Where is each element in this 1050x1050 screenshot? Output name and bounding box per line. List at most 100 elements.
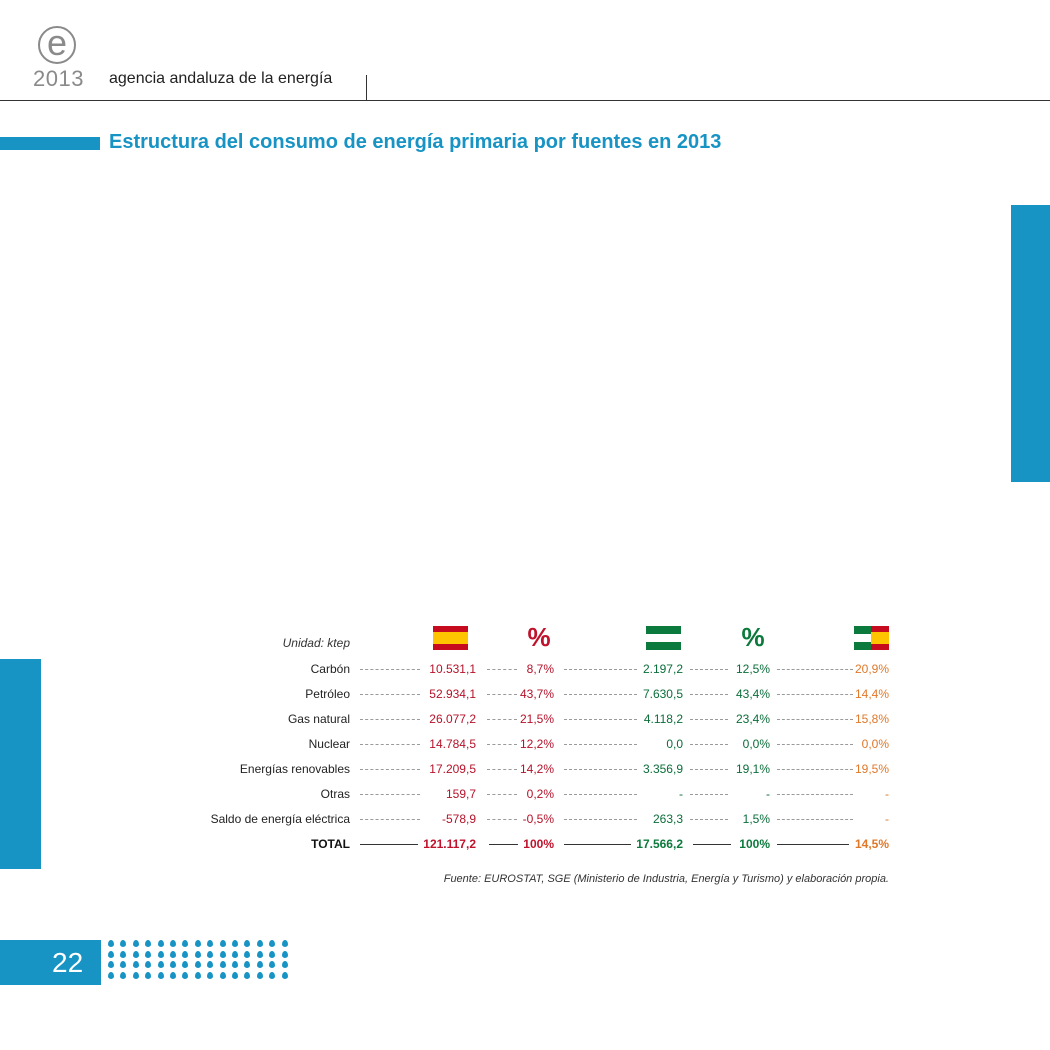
andalucia-percent: 100%: [739, 837, 770, 851]
leader-line: [360, 794, 420, 795]
leader-line: [360, 719, 420, 720]
drop-icon: [170, 950, 176, 958]
drop-icon: [157, 950, 164, 958]
drop-icon: [108, 950, 114, 958]
leader-line: [777, 819, 853, 820]
drop-icon: [207, 950, 214, 958]
drop-icon: [182, 940, 189, 947]
leader-line: [564, 719, 637, 720]
andalucia-percent: -: [766, 787, 770, 801]
leader-line: [489, 844, 518, 845]
drop-icon: [232, 961, 238, 968]
left-side-band: [0, 659, 41, 869]
page-title: Estructura del consumo de energía primar…: [109, 131, 722, 153]
drop-icon: [108, 971, 114, 979]
andalucia-spain-flag-icon: [854, 626, 889, 650]
spain-percent: 21,5%: [519, 712, 554, 726]
drop-icon: [170, 961, 176, 968]
spain-percent: 43,7%: [519, 687, 554, 701]
drop-icon: [219, 940, 226, 947]
row-label: Gas natural: [287, 712, 350, 726]
drop-icon: [145, 950, 152, 958]
spain-flag-icon: [433, 626, 468, 650]
agency-name: agencia andaluza de la energía: [109, 70, 333, 87]
header-rule: [0, 100, 1050, 101]
drop-icon: [244, 950, 251, 958]
drop-icon: [244, 961, 251, 968]
spain-percent: 0,2%: [526, 787, 554, 801]
title-accent-bar: [0, 137, 100, 150]
drop-icon: [170, 940, 176, 947]
drop-icon: [232, 940, 238, 947]
leader-line: [487, 669, 517, 670]
logo-year: 2013: [33, 66, 84, 91]
table-total-row: TOTAL 121.117,2 100% 17.566,2 100% 14,5%: [0, 834, 1050, 854]
drop-icon: [157, 961, 164, 968]
leader-line: [690, 769, 728, 770]
leader-line: [564, 744, 637, 745]
table-row: Otras 159,7 0,2% - - -: [0, 784, 1050, 804]
drop-icon: [256, 940, 263, 947]
drop-icon: [145, 940, 152, 947]
andalucia-percent: 19,1%: [735, 762, 770, 776]
drop-icon: [145, 961, 152, 968]
andalucia-value: 263,3: [652, 812, 683, 826]
andalucia-value: 4.118,2: [643, 712, 683, 726]
andalucia-share: 0,0%: [861, 737, 889, 751]
table-row: Saldo de energía eléctrica -578,9 -0,5% 263…: [0, 809, 1050, 829]
leader-line: [360, 694, 420, 695]
drop-icon: [108, 961, 114, 968]
row-label: Carbón: [310, 662, 350, 676]
leader-line: [564, 844, 631, 845]
drop-icon: [256, 971, 263, 979]
andalucia-percent-header: %: [741, 622, 765, 652]
leader-line: [487, 744, 517, 745]
drop-icon: [182, 950, 189, 958]
table-row: Energías renovables 17.209,5 14,2% 3.356,9 1…: [0, 759, 1050, 779]
drop-icon: [207, 971, 214, 979]
leader-line: [564, 669, 637, 670]
leader-line: [777, 669, 853, 670]
spain-flag-half: [871, 626, 889, 650]
table-row: Petróleo 52.934,1 43,7% 7.630,5 43,4% 14,4%: [0, 684, 1050, 704]
leader-line: [360, 819, 420, 820]
drop-icon: [281, 950, 288, 958]
andalucia-value: 2.197,2: [642, 662, 683, 676]
leader-line: [690, 719, 728, 720]
drop-icon: [132, 950, 139, 958]
leader-line: [690, 669, 728, 670]
leader-line: [564, 794, 637, 795]
table-row: Carbón 10.531,1 8,7% 2.197,2 12,5% 20,9%: [0, 659, 1050, 679]
drop-icon: [281, 940, 288, 947]
spain-value: 159,7: [445, 787, 476, 801]
drop-icon: [232, 950, 238, 958]
andalucia-share: -: [885, 787, 889, 801]
row-label: Energías renovables: [239, 762, 350, 776]
right-side-band: [1011, 205, 1050, 482]
drop-icon: [194, 961, 201, 968]
spain-value: -578,9: [441, 812, 476, 826]
leader-line: [777, 694, 853, 695]
row-label: Saldo de energía eléctrica: [210, 812, 350, 826]
drop-icon: [256, 961, 263, 968]
andalucia-value: 0,0: [666, 737, 683, 751]
leader-line: [564, 819, 637, 820]
source-note: Fuente: EUROSTAT, SGE (Ministerio de Ind…: [443, 873, 889, 885]
leader-line: [690, 819, 728, 820]
spain-value: 10.531,1: [429, 662, 476, 676]
andalucia-percent: 0,0%: [742, 737, 770, 751]
spain-value: 121.117,2: [423, 837, 476, 851]
leader-line: [487, 694, 517, 695]
andalucia-value: 7.630,5: [642, 687, 683, 701]
leader-line: [487, 794, 517, 795]
drop-icon: [120, 950, 127, 958]
drop-icon: [219, 961, 226, 968]
spain-percent: -0,5%: [522, 812, 554, 826]
andalucia-share: 19,5%: [854, 762, 889, 776]
leader-line: [564, 769, 637, 770]
drop-icon: [269, 971, 276, 979]
row-label: Petróleo: [305, 687, 350, 701]
drop-icon: [219, 971, 226, 979]
drop-icon: [157, 940, 164, 947]
drop-icon: [207, 961, 214, 968]
